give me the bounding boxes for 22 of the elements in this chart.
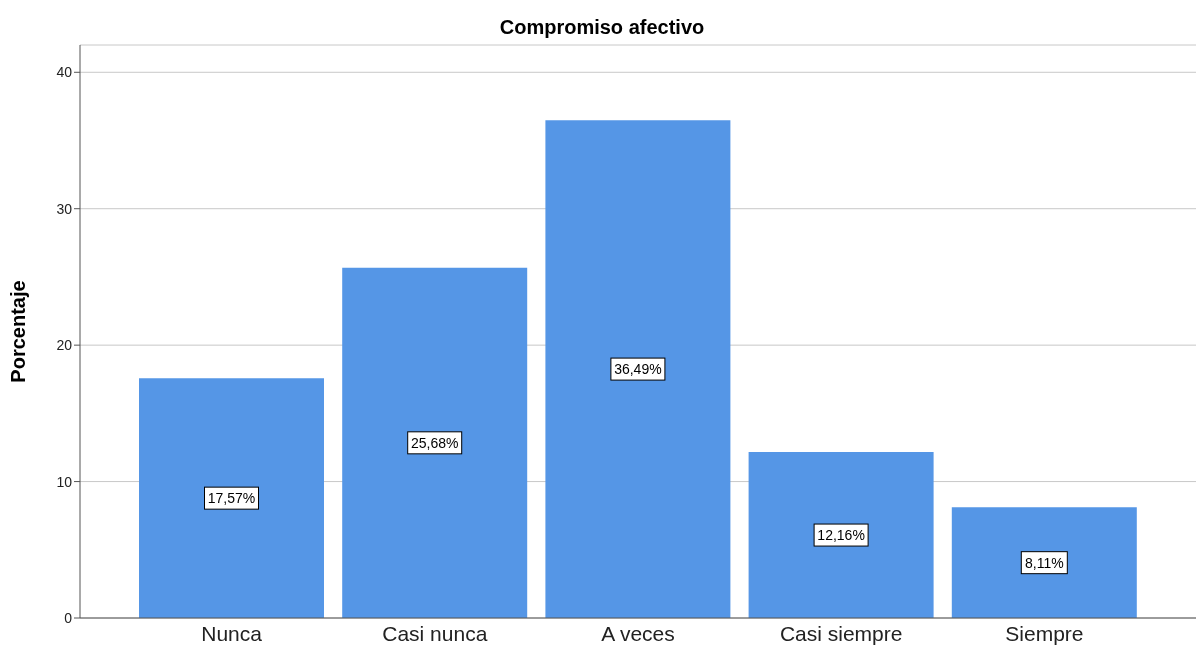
data-label: 8,11% [1024, 554, 1064, 571]
x-tick-label: Nunca [201, 621, 263, 645]
x-tick-label: Siempre [1005, 621, 1084, 645]
y-axis-title: Porcentaje [7, 280, 30, 383]
y-tick-label: 40 [56, 64, 73, 81]
y-tick-label: 20 [56, 337, 73, 354]
x-tick-label: Casi nunca [382, 621, 488, 645]
y-tick-label: 30 [56, 200, 73, 217]
chart-title: Compromiso afectivo [498, 16, 706, 39]
bar [545, 120, 731, 618]
x-tick-label: A veces [601, 621, 675, 645]
y-tick-label: 0 [64, 609, 73, 626]
y-tick-label: 10 [56, 473, 73, 490]
x-tick-label: Casi siempre [779, 621, 903, 645]
data-label: 36,49% [614, 361, 662, 378]
bar [951, 507, 1137, 618]
data-label: 12,16% [817, 527, 865, 544]
bar [748, 452, 934, 618]
bar [139, 378, 324, 618]
data-label: 17,57% [207, 490, 256, 507]
data-label: 25,68% [410, 434, 459, 451]
bar [342, 267, 528, 618]
